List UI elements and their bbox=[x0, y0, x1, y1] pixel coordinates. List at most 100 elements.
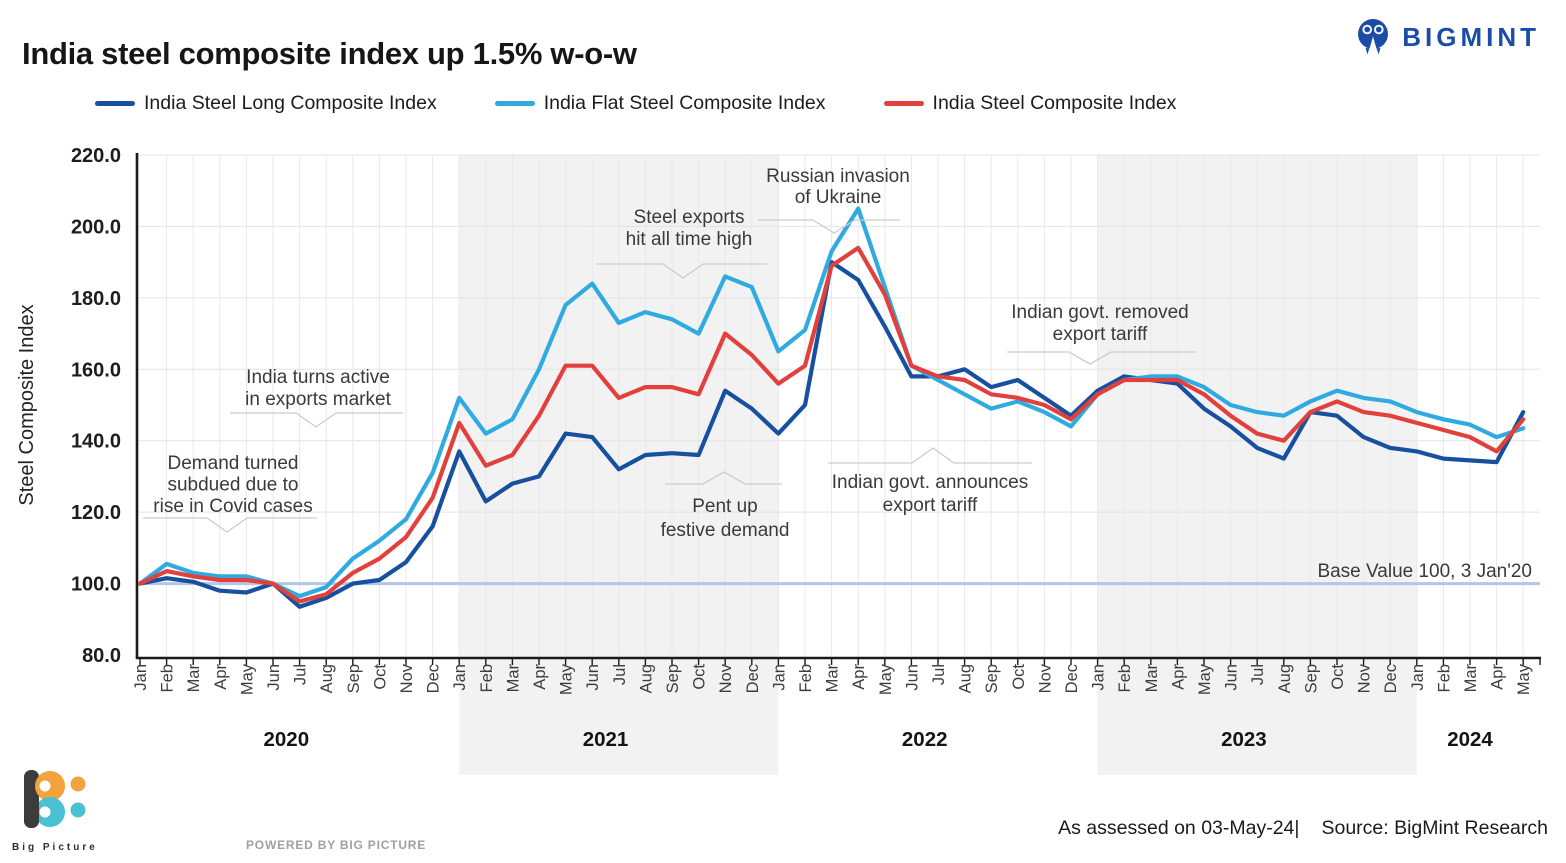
y-axis-labels: 80.0 100.0 120.0 140.0 160.0 180.0 200.0 220.0 bbox=[71, 145, 121, 667]
annotation-text: Demand turned bbox=[168, 453, 299, 474]
month-label: Nov bbox=[398, 663, 416, 693]
big-picture-logo-icon bbox=[24, 770, 86, 828]
assessed-date-text: As assessed on 03-May-24| bbox=[1058, 817, 1300, 839]
legend-item-flat: India Flat Steel Composite Index bbox=[494, 92, 826, 115]
month-label: Dec bbox=[1063, 664, 1081, 693]
steel-index-line-chart: 80.0 100.0 120.0 140.0 160.0 180.0 200.0 220.0 S… bbox=[16, 145, 1541, 775]
month-label: Mar bbox=[504, 664, 522, 693]
month-label: Apr bbox=[850, 664, 868, 690]
legend-label-composite: India Steel Composite Index bbox=[932, 92, 1177, 114]
legend-swatch-long bbox=[95, 100, 135, 107]
legend-label-flat: India Flat Steel Composite Index bbox=[543, 92, 826, 114]
month-label: Feb bbox=[1116, 664, 1134, 692]
month-label: Aug bbox=[1276, 664, 1294, 693]
y-tick-label: 160.0 bbox=[71, 359, 121, 381]
month-label: Apr bbox=[1489, 664, 1507, 690]
year-label-2024: 2024 bbox=[1447, 728, 1493, 751]
month-label: May bbox=[558, 663, 576, 695]
month-label: Feb bbox=[159, 664, 177, 692]
legend-swatch-composite bbox=[883, 100, 924, 107]
series-line-2 bbox=[137, 245, 1526, 604]
year-label-2023: 2023 bbox=[1221, 728, 1267, 751]
year-label-2020: 2020 bbox=[263, 728, 309, 751]
y-tick-label: 200.0 bbox=[71, 216, 121, 238]
bigmint-logo-text: BIGMINT bbox=[1402, 21, 1540, 52]
month-label: Dec bbox=[425, 664, 443, 693]
month-label: Apr bbox=[212, 664, 230, 690]
month-label: May bbox=[1196, 663, 1214, 695]
annotation-text: export tariff bbox=[1053, 324, 1148, 345]
month-label: Oct bbox=[371, 664, 389, 690]
y-tick-label: 140.0 bbox=[71, 431, 121, 453]
annotation-callout bbox=[597, 263, 767, 279]
annotation-text: Indian govt. removed bbox=[1011, 302, 1188, 323]
annotation-text: Russian invasion bbox=[766, 166, 910, 187]
annotation-callout bbox=[758, 219, 900, 234]
month-label: May bbox=[877, 663, 895, 695]
month-label: Sep bbox=[983, 664, 1001, 693]
month-label: Jan bbox=[1090, 664, 1108, 691]
annotation-callout bbox=[230, 412, 403, 428]
month-label: Jan bbox=[770, 664, 788, 691]
annotation-text: India turns active bbox=[246, 367, 390, 388]
bigmint-logo-icon bbox=[1358, 19, 1389, 55]
chart-area: 80.0 100.0 120.0 140.0 160.0 180.0 200.0 220.0 S… bbox=[0, 140, 1566, 780]
annotation-callout bbox=[143, 517, 317, 533]
month-label: Oct bbox=[1010, 664, 1028, 690]
month-label: Dec bbox=[744, 664, 762, 693]
month-label: Aug bbox=[637, 664, 655, 693]
month-label: Jun bbox=[903, 664, 921, 691]
annotation-text: rise in Covid cases bbox=[153, 496, 312, 517]
month-label: Jul bbox=[930, 664, 948, 685]
month-label: Jul bbox=[1249, 664, 1267, 685]
month-label: Sep bbox=[664, 664, 682, 693]
annotation-text: festive demand bbox=[661, 520, 790, 541]
legend-item-composite: India Steel Composite Index bbox=[883, 92, 1177, 115]
y-tick-label: 220.0 bbox=[71, 145, 121, 167]
annotation-text: Base Value 100, 3 Jan'20 bbox=[1317, 561, 1532, 582]
annotation-text: Steel exports bbox=[634, 207, 745, 228]
series-line-0 bbox=[137, 260, 1526, 609]
annotation-pent-up-demand: Pent up festive demand bbox=[661, 471, 790, 541]
month-label: Nov bbox=[1036, 663, 1054, 693]
month-label: May bbox=[238, 663, 256, 695]
page-title: India steel composite index up 1.5% w-o-… bbox=[22, 36, 637, 71]
annotation-callout bbox=[1007, 351, 1196, 365]
annotation-base-value-label: Base Value 100, 3 Jan'20 bbox=[1317, 561, 1532, 582]
month-label: Aug bbox=[318, 664, 336, 693]
annotation-callout bbox=[665, 471, 782, 485]
month-label: Jun bbox=[584, 664, 602, 691]
month-label: Nov bbox=[1356, 663, 1374, 693]
month-label: Oct bbox=[1329, 664, 1347, 690]
y-axis-title: Steel Composite Index bbox=[16, 304, 38, 505]
y-tick-label: 120.0 bbox=[71, 502, 121, 524]
y-tick-label: 80.0 bbox=[82, 645, 121, 667]
month-label: Mar bbox=[1462, 664, 1480, 693]
year-band-2023 bbox=[1097, 155, 1417, 775]
annotation-text: in exports market bbox=[245, 389, 391, 410]
annotation-text: Indian govt. announces bbox=[832, 472, 1029, 493]
series-line-1 bbox=[137, 206, 1526, 599]
month-label: Sep bbox=[345, 664, 363, 693]
legend-label-long: India Steel Long Composite Index bbox=[144, 92, 437, 114]
annotation-callout bbox=[828, 447, 1032, 464]
bigmint-logo: BIGMINT bbox=[1352, 16, 1540, 58]
month-label: Jun bbox=[1223, 664, 1241, 691]
x-axis-month-labels: Jan Feb Mar Apr May Jun Jul Aug Sep Oct Nov Dec Jan F… bbox=[132, 663, 1533, 695]
month-label: Mar bbox=[824, 664, 842, 693]
chart-legend: India Steel Long Composite Index India F… bbox=[95, 92, 1176, 115]
gridlines bbox=[137, 154, 1540, 655]
month-label: Oct bbox=[691, 664, 709, 690]
month-label: Sep bbox=[1302, 664, 1320, 693]
month-label: Feb bbox=[1435, 664, 1453, 692]
month-label: Jul bbox=[611, 664, 629, 685]
x-axis-ticks bbox=[139, 658, 1541, 665]
year-band-2021 bbox=[459, 155, 779, 775]
powered-by-text: POWERED BY BIG PICTURE bbox=[246, 838, 427, 852]
